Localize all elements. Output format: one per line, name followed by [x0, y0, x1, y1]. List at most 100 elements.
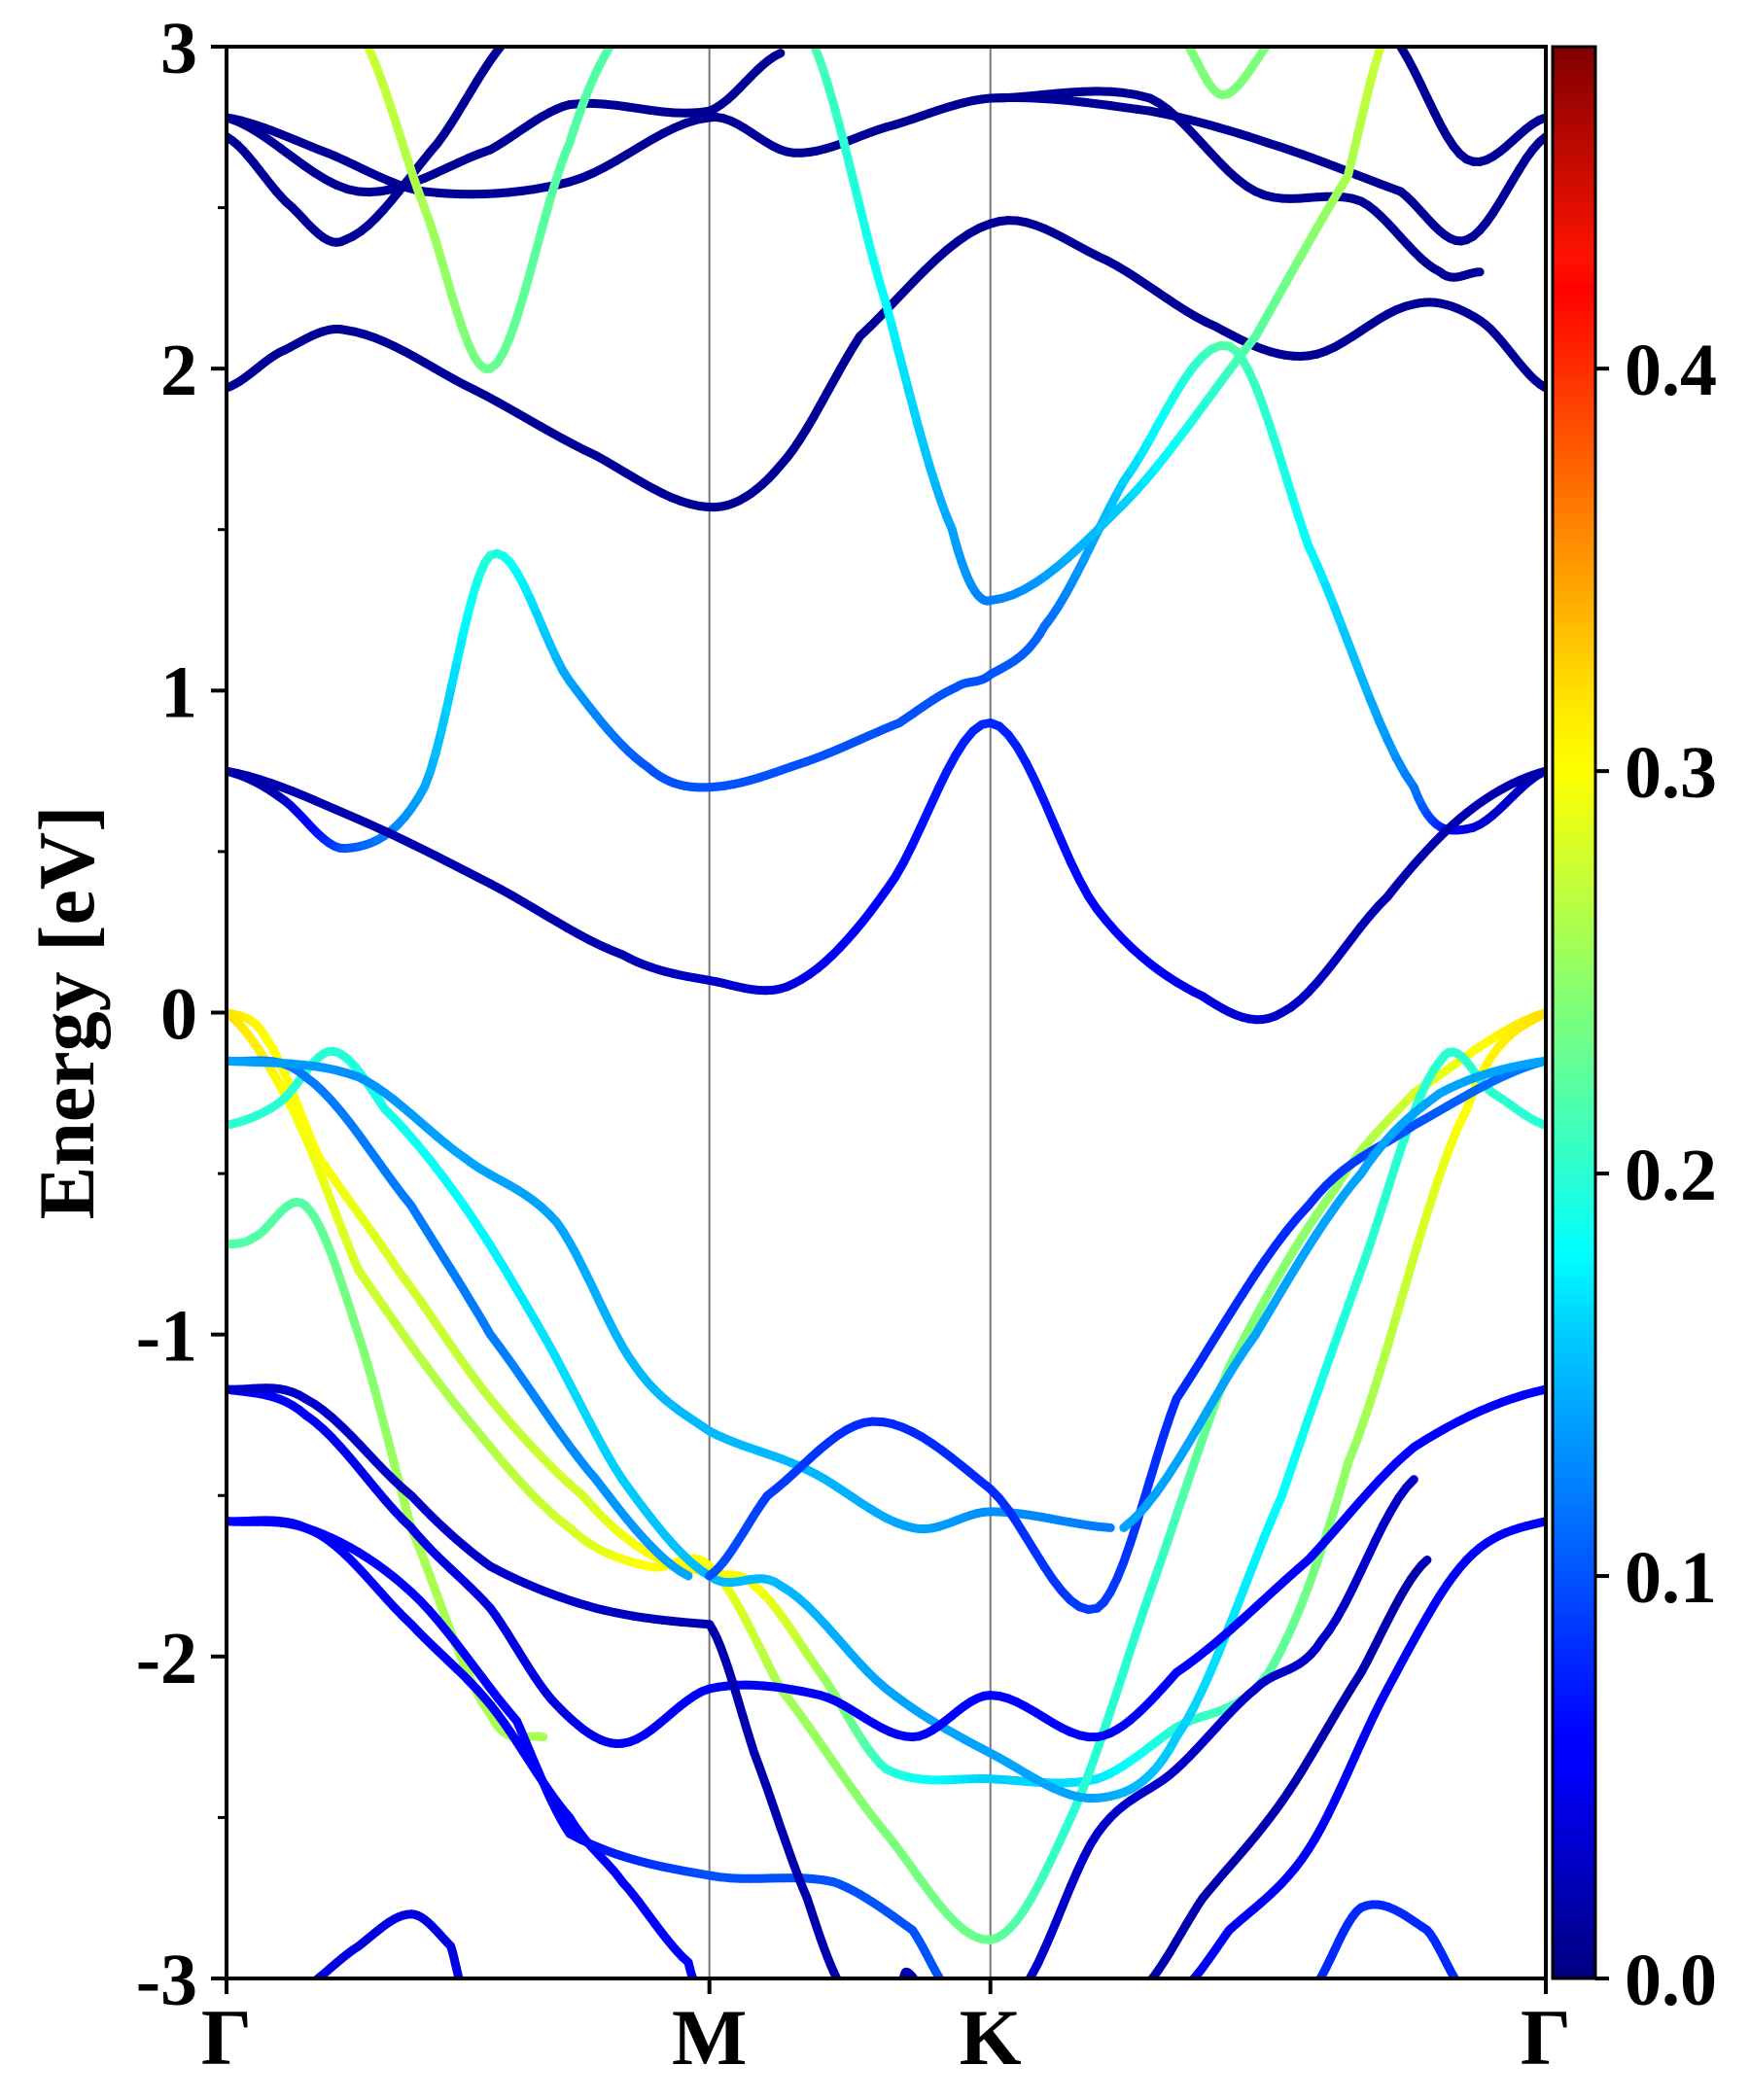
band-segment	[462, 1989, 463, 1992]
band-segment	[901, 1987, 902, 1990]
band-segment	[1263, 47, 1272, 50]
colorbar-tick-label: 0.4	[1625, 330, 1717, 411]
band-segment	[840, 1984, 843, 1990]
band-segment	[698, 1990, 699, 1992]
band-line	[705, 1620, 843, 1990]
band-segment	[697, 1988, 698, 1990]
colorbar: 0.0 0.1 0.2 0.3 0.4	[1551, 45, 1717, 2021]
x-tick-label: K	[960, 1993, 1022, 2082]
y-tick-label: 2	[160, 330, 197, 411]
band-segment	[463, 1992, 464, 1995]
band-segment	[1373, 1342, 1392, 1383]
band-segment	[1384, 30, 1387, 37]
colorbar-gradient	[1553, 47, 1595, 1978]
band-line	[1137, 1556, 1432, 1995]
band-segment	[949, 1991, 952, 1994]
band-segment	[696, 1986, 697, 1988]
band-segment	[902, 1982, 903, 1985]
band-segment	[1460, 1987, 1463, 1991]
band-segment	[1422, 1178, 1442, 1218]
band-segment	[618, 30, 623, 35]
band-segment	[942, 1982, 945, 1987]
band-segment	[303, 1985, 309, 1989]
colorbar-tick-label: 0.3	[1625, 732, 1717, 814]
band-segment	[835, 122, 852, 158]
band-segment	[916, 1982, 918, 1985]
band-line	[1119, 1056, 1546, 1532]
band-segment	[919, 1987, 921, 1990]
band-lines	[227, 30, 1546, 1995]
band-segment	[1417, 1556, 1432, 1570]
band-segment	[810, 47, 818, 49]
y-tick-label: 3	[160, 8, 197, 89]
band-segment	[1272, 34, 1277, 39]
high-symmetry-lines	[708, 47, 992, 1978]
band-segment	[510, 30, 517, 36]
band-line	[227, 1056, 1115, 1534]
band-segment	[1392, 1275, 1412, 1317]
band-segment	[1382, 1309, 1402, 1351]
band-segment	[1401, 1475, 1418, 1492]
band-segment	[900, 1992, 901, 1994]
band-segment	[293, 1992, 298, 1995]
band-segment	[855, 201, 871, 237]
band-line	[810, 30, 1387, 606]
band-segment	[901, 1984, 902, 1987]
band-segment	[298, 1989, 304, 1992]
band-segment	[311, 1977, 318, 1978]
y-tick-label: 1	[160, 651, 197, 733]
band-segment	[613, 36, 618, 42]
band-segment	[456, 1977, 463, 1978]
band-segment	[461, 1985, 462, 1989]
band-line	[1024, 1475, 1418, 1978]
band-line	[227, 341, 1546, 854]
colorbar-frame	[1551, 45, 1597, 1980]
band-line	[898, 1967, 927, 1994]
band-line	[227, 1516, 952, 1994]
band-segment	[1312, 1984, 1317, 1990]
colorbar-tick-label: 0.2	[1625, 1135, 1717, 1216]
y-tick-label: -1	[136, 1296, 197, 1378]
band-segment	[1387, 30, 1394, 37]
band-line	[227, 1046, 1546, 1803]
band-segment	[918, 1984, 920, 1987]
colorbar-tick-label: 0.0	[1625, 1940, 1717, 2021]
band-segment	[921, 1989, 923, 1991]
band-segment	[842, 149, 858, 185]
band-line	[227, 1383, 715, 1629]
band-segment	[1096, 1522, 1115, 1532]
band-segment	[1403, 1241, 1422, 1284]
band-line	[293, 1909, 464, 1995]
band-segment	[689, 1976, 698, 1978]
band-segment	[695, 1619, 715, 1629]
band-segment	[1142, 1984, 1148, 1990]
band-segment	[900, 1989, 901, 1991]
band-segment	[770, 49, 786, 61]
y-axis: -3 -2 -1 0 1 2 3	[136, 8, 227, 2021]
band-line	[986, 87, 1485, 282]
band-segment	[1353, 1405, 1373, 1443]
band-segment	[1137, 1990, 1142, 1995]
y-tick-label: -3	[136, 1940, 197, 2021]
band-line	[227, 216, 1546, 512]
band-segment	[501, 47, 507, 48]
band-line	[227, 1517, 699, 1992]
x-tick-label: M	[672, 1993, 747, 2082]
band-line	[227, 30, 517, 247]
band-segment	[1363, 1374, 1382, 1415]
colorbar-tick-label: 0.1	[1625, 1537, 1717, 1619]
band-segment	[925, 1993, 927, 1994]
band-line	[1188, 1517, 1546, 1978]
band-segment	[695, 1983, 696, 1985]
y-tick-label: 0	[160, 974, 197, 1056]
band-segment	[1278, 30, 1282, 34]
band-line	[363, 30, 623, 373]
band-segment	[534, 1732, 548, 1742]
x-tick-label: Γ	[1521, 1993, 1571, 2082]
band-segment	[1344, 1433, 1363, 1468]
y-tick-label: -2	[136, 1618, 197, 1699]
band-line	[1183, 30, 1282, 100]
band-segment	[1413, 1208, 1432, 1250]
